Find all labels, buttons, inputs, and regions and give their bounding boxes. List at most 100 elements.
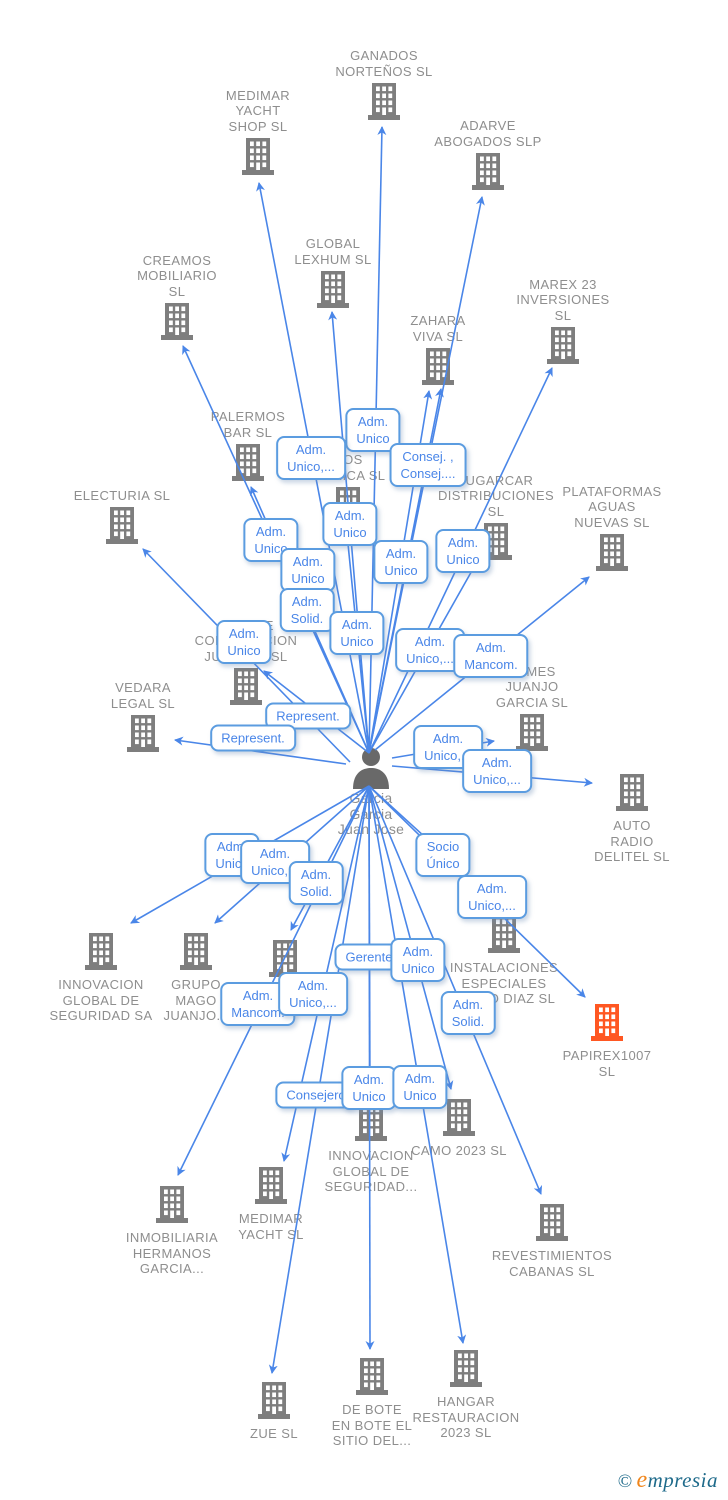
- company-node[interactable]: AUTO RADIO DELITEL SL: [557, 774, 707, 864]
- relationship-label[interactable]: Adm. Unico: [280, 548, 336, 592]
- company-node[interactable]: GLOBAL LEXHUM SL: [258, 236, 408, 309]
- building-icon: [486, 916, 522, 954]
- company-name-line: RADIO: [610, 833, 654, 849]
- company-node[interactable]: REVESTIMIENTOS CABANAS SL: [477, 1204, 627, 1279]
- company-name-line: INMOBILIARIA: [125, 1230, 219, 1245]
- relationship-label[interactable]: Adm. Unico: [392, 1065, 448, 1109]
- company-name-line: AUTO: [613, 818, 651, 833]
- company-name-line: INSTALACIONES: [449, 960, 559, 975]
- company-node[interactable]: PLATAFORMAS AGUAS NUEVAS SL: [537, 484, 687, 572]
- company-name-line: MAREX 23: [529, 276, 597, 292]
- building-icon: [154, 1186, 190, 1224]
- company-node[interactable]: ADARVE ABOGADOS SLP: [413, 118, 563, 191]
- building-icon: [256, 1382, 292, 1420]
- company-name-line: SL: [598, 1063, 616, 1079]
- company-name-line: SL: [554, 307, 572, 323]
- company-name-line: GLOBAL DE: [62, 992, 140, 1008]
- building-icon: [594, 534, 630, 572]
- company-name-line: AGUAS: [588, 499, 636, 514]
- company-node[interactable]: ZUE SL: [199, 1382, 349, 1441]
- company-name-line: LEXHUM SL: [294, 251, 372, 267]
- company-node[interactable]: CREAMOS MOBILIARIO SL: [102, 253, 252, 340]
- relationship-label[interactable]: Adm. Unico,...: [276, 436, 346, 480]
- relationship-label[interactable]: Adm. Unico: [322, 502, 378, 546]
- company-name-line: GLOBAL: [305, 236, 361, 251]
- company-name-line: ABOGADOS SLP: [434, 133, 542, 149]
- person-name-line: Juan Jose: [337, 821, 405, 837]
- company-name-line: ADARVE: [460, 118, 516, 133]
- company-name-line: SITIO DEL...: [332, 1433, 412, 1448]
- company-name-line: PAPIREX1007: [562, 1048, 652, 1063]
- company-node[interactable]: GANADOS NORTEÑOS SL: [309, 48, 459, 121]
- company-name-line: GARCIA SL: [495, 694, 569, 710]
- company-node[interactable]: PAPIREX1007 SL: [532, 1004, 682, 1079]
- building-icon: [354, 1358, 390, 1396]
- building-icon: [83, 933, 119, 971]
- company-node[interactable]: HANGAR RESTAURACION 2023 SL: [391, 1350, 541, 1440]
- company-node[interactable]: INNOVACION GLOBAL DE SEGURIDAD SA: [26, 933, 176, 1023]
- company-node[interactable]: DE BOTE EN BOTE EL SITIO DEL...: [297, 1358, 447, 1448]
- relationship-label[interactable]: Adm. Unico: [329, 611, 385, 655]
- company-name-line: EN BOTE EL: [331, 1417, 413, 1433]
- relationship-label[interactable]: Adm. Unico: [390, 938, 446, 982]
- company-name-line: SEGURIDAD SA: [49, 1008, 153, 1023]
- building-icon: [315, 271, 351, 309]
- company-name-line: JUANJO: [505, 679, 559, 694]
- company-name-line: ELECTURIA SL: [73, 487, 171, 503]
- building-icon: [514, 714, 550, 752]
- company-name-line: HERMANOS: [132, 1245, 212, 1261]
- company-name-line: INVERSIONES: [516, 292, 610, 307]
- company-node[interactable]: ELECTURIA SL: [47, 488, 197, 544]
- building-icon: [240, 138, 276, 176]
- building-icon: [366, 83, 402, 121]
- building-icon: [614, 774, 650, 812]
- relationship-label[interactable]: Adm. Mancom.: [453, 634, 529, 678]
- company-name: MEDIMAR YACHT SHOP SL: [183, 88, 333, 135]
- company-name: INNOVACION GLOBAL DE SEGURIDAD SA: [26, 977, 176, 1024]
- relationship-label[interactable]: Adm. Unico,...: [278, 972, 348, 1016]
- building-icon: [228, 668, 264, 706]
- relationship-label[interactable]: Adm. Unico: [341, 1066, 397, 1110]
- logo-letter-e: e: [636, 1467, 648, 1493]
- relationship-label[interactable]: Adm. Solid.: [440, 991, 496, 1035]
- company-name-line: REVESTIMIENTOS: [491, 1248, 613, 1263]
- company-name: ADARVE ABOGADOS SLP: [413, 118, 563, 149]
- company-name-line: SHOP SL: [228, 118, 288, 134]
- company-name-line: CREAMOS: [142, 252, 212, 268]
- company-name-line: INNOVACION: [328, 1148, 414, 1163]
- company-name: GANADOS NORTEÑOS SL: [309, 48, 459, 79]
- relationship-label[interactable]: Adm. Unico,...: [457, 875, 527, 919]
- company-name-line: PLATAFORMAS: [562, 483, 662, 499]
- building-icon: [448, 1350, 484, 1388]
- company-name: INMOBILIARIA HERMANOS GARCIA...: [97, 1230, 247, 1277]
- company-node[interactable]: VEDARA LEGAL SL: [68, 680, 218, 752]
- relationship-label[interactable]: Adm. Solid.: [279, 588, 335, 632]
- relationship-label[interactable]: Adm. Unico,...: [462, 749, 532, 793]
- relationship-label[interactable]: Represent.: [210, 724, 296, 752]
- relationship-label[interactable]: Adm. Unico: [216, 620, 272, 664]
- person-name-line: Garcia: [349, 805, 393, 822]
- relationship-label[interactable]: Adm. Unico: [373, 540, 429, 584]
- company-name-line: DE BOTE: [342, 1402, 402, 1417]
- company-name: DE BOTE EN BOTE EL SITIO DEL...: [297, 1402, 447, 1449]
- company-node[interactable]: INMOBILIARIA HERMANOS GARCIA...: [97, 1186, 247, 1276]
- building-icon: [589, 1004, 625, 1042]
- relationship-label[interactable]: Adm. Unico: [435, 529, 491, 573]
- company-name-line: INNOVACION: [58, 977, 144, 992]
- relationship-label[interactable]: Adm. Solid.: [288, 861, 344, 905]
- company-name: PLATAFORMAS AGUAS NUEVAS SL: [537, 484, 687, 531]
- company-node[interactable]: INSTALACIONES ESPECIALES BRAVO DIAZ SL: [429, 916, 579, 1006]
- company-name-line: LEGAL SL: [110, 695, 176, 711]
- relationship-label[interactable]: Consej. , Consej....: [389, 443, 467, 487]
- empresia-logo[interactable]: © empresia: [618, 1467, 718, 1494]
- building-icon: [470, 153, 506, 191]
- company-name-line: MEDIMAR: [225, 87, 291, 103]
- company-node[interactable]: MAREX 23 INVERSIONES SL: [488, 277, 638, 364]
- company-name-line: PALERMOS: [210, 409, 286, 424]
- relationship-label[interactable]: Socio Único: [415, 833, 471, 877]
- company-name: REVESTIMIENTOS CABANAS SL: [477, 1248, 627, 1279]
- company-name: GLOBAL LEXHUM SL: [258, 236, 408, 267]
- company-node[interactable]: MEDIMAR YACHT SHOP SL: [183, 88, 333, 176]
- company-name: ELECTURIA SL: [47, 488, 197, 504]
